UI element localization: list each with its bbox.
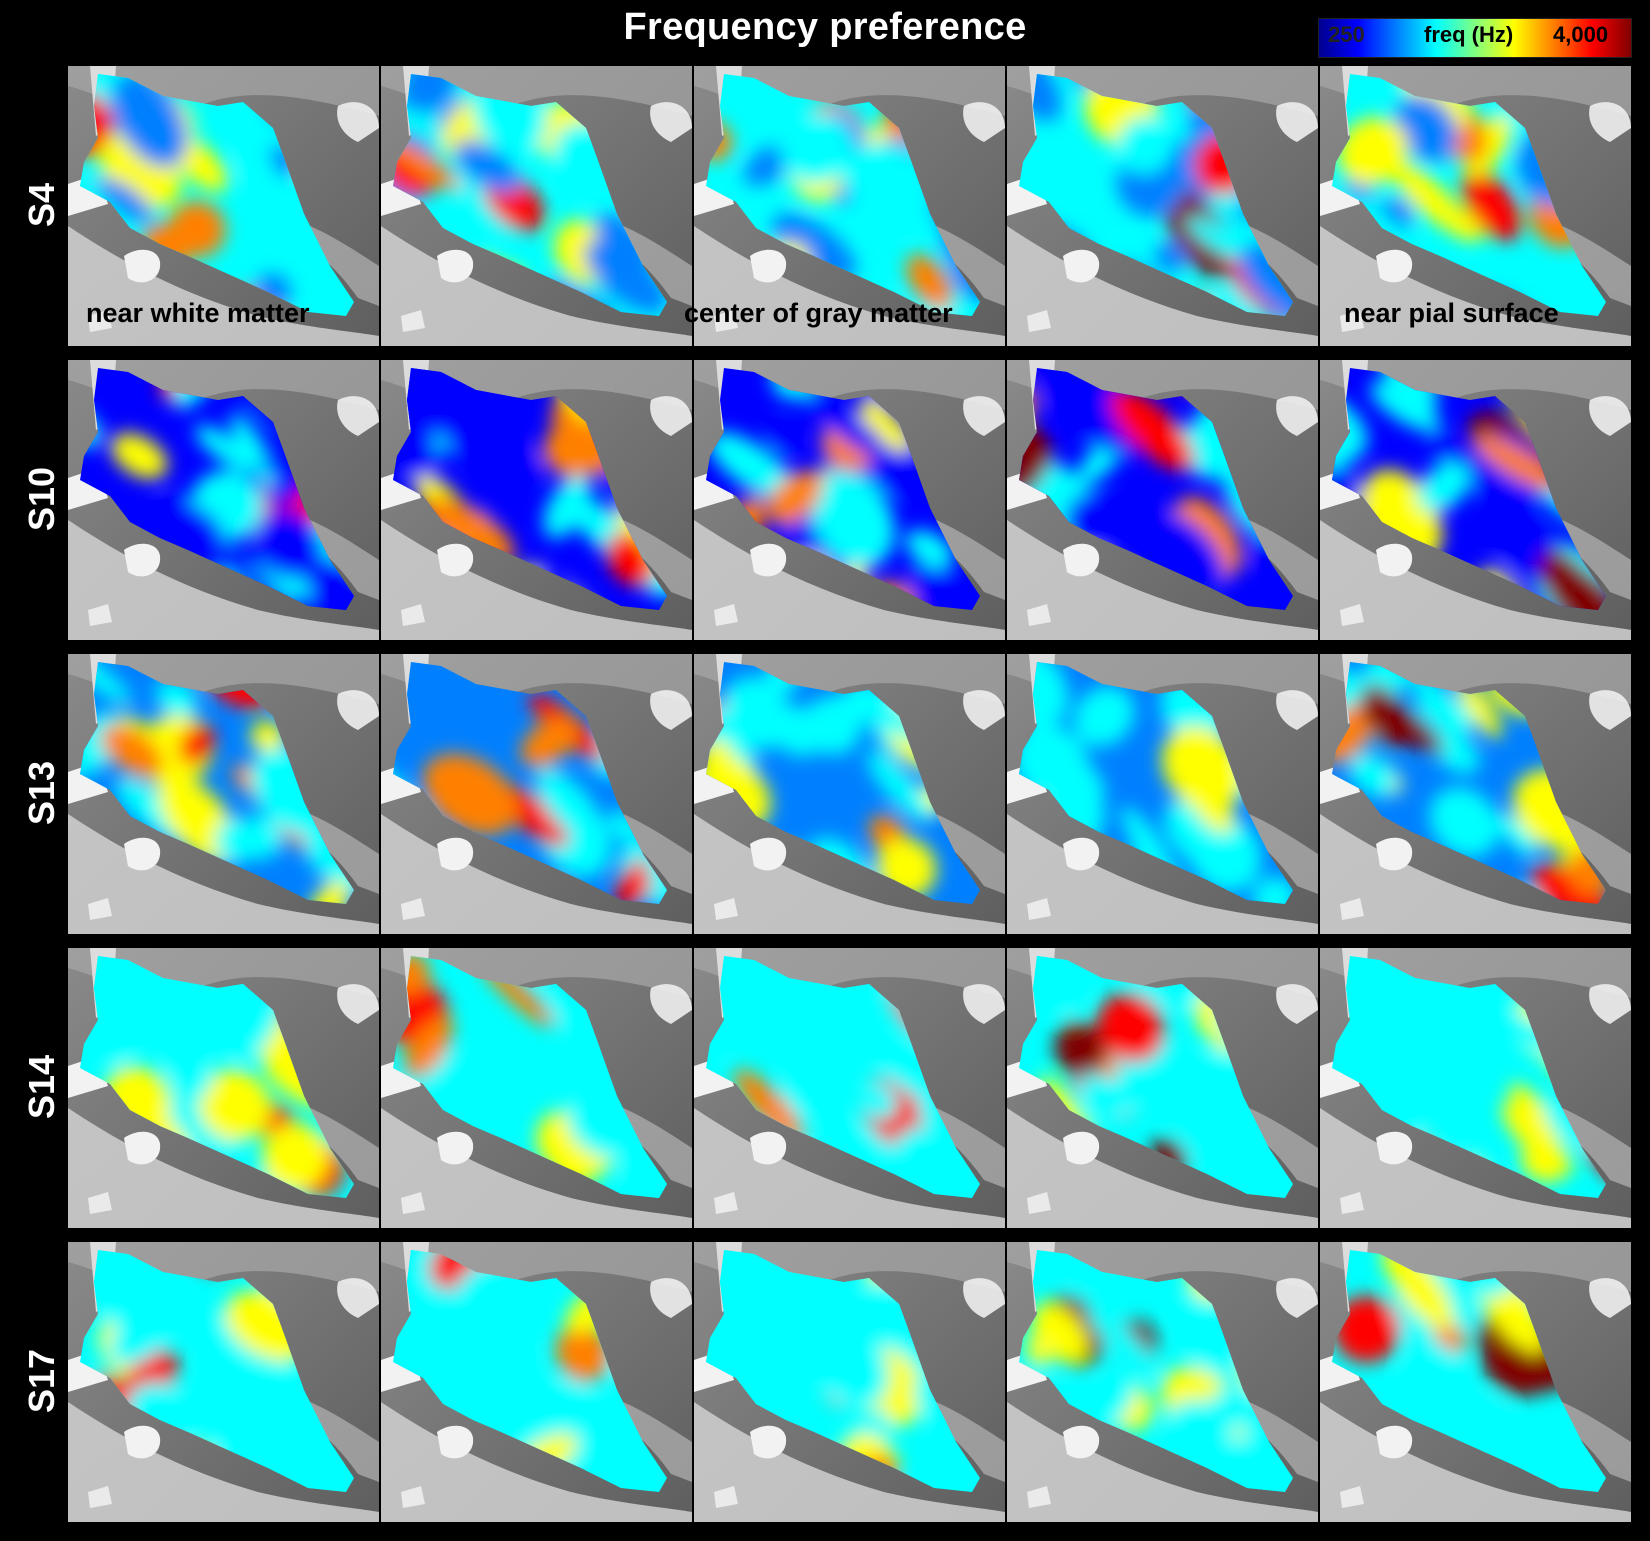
cortical-map-panel — [68, 66, 379, 346]
cortical-map-panel — [1007, 948, 1318, 1228]
cortical-map-panel — [68, 1242, 379, 1522]
cortical-map-panel — [68, 360, 379, 640]
cortical-map-panel — [1007, 1242, 1318, 1522]
cortical-map-panel — [1007, 66, 1318, 346]
colorbar-title: freq (Hz) — [1424, 22, 1514, 47]
cortical-map-panel — [381, 654, 692, 934]
layer-label-center-gray-matter: center of gray matter — [684, 298, 953, 328]
cortical-map-panel — [1320, 360, 1631, 640]
cortical-map-panel — [694, 360, 1005, 640]
colorbar-min-label: 250 — [1328, 22, 1365, 47]
cortical-map-panel — [1007, 654, 1318, 934]
subject-row — [68, 360, 1650, 640]
subject-row — [68, 66, 1650, 346]
cortical-map-panel — [381, 1242, 692, 1522]
figure-title: Frequency preference — [623, 6, 1027, 48]
cortical-map-panel — [68, 948, 379, 1228]
cortical-map-panel — [1320, 948, 1631, 1228]
colorbar — [1318, 18, 1632, 58]
cortical-map-panel — [1320, 66, 1631, 346]
cortical-map-panel — [1007, 360, 1318, 640]
cortical-map-panel — [68, 654, 379, 934]
subject-label: S14 — [21, 1054, 62, 1120]
subject-row — [68, 948, 1650, 1228]
colorbar-max-label: 4,000 — [1553, 22, 1609, 47]
subject-label: S10 — [21, 466, 62, 532]
cortical-map-panel — [694, 948, 1005, 1228]
cortical-map-panel — [1320, 654, 1631, 934]
layer-label-near-white-matter: near white matter — [86, 298, 310, 328]
cortical-map-panel — [694, 1242, 1005, 1522]
subject-label: S17 — [21, 1348, 62, 1414]
subject-row — [68, 654, 1650, 934]
subject-label: S4 — [21, 182, 62, 228]
cortical-map-panel — [1320, 1242, 1631, 1522]
subject-row — [68, 1242, 1650, 1522]
cortical-map-panel — [381, 360, 692, 640]
layer-label-near-pial-surface: near pial surface — [1344, 298, 1559, 328]
subject-label: S13 — [21, 760, 62, 826]
cortical-map-panel — [694, 654, 1005, 934]
cortical-map-panel — [694, 66, 1005, 346]
cortical-map-panel — [381, 66, 692, 346]
cortical-map-panel — [381, 948, 692, 1228]
